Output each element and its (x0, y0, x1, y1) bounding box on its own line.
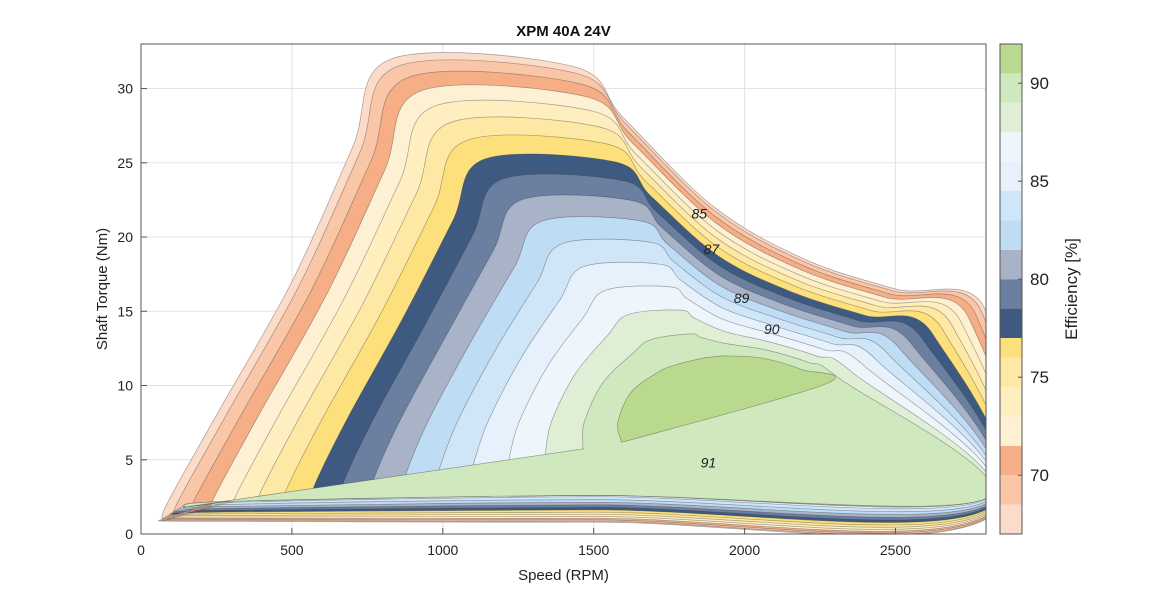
y-tick-label: 5 (125, 452, 133, 468)
colorbar-swatch (1000, 338, 1022, 358)
contour-label: 85 (692, 205, 708, 221)
colorbar-swatch (1000, 308, 1022, 338)
colorbar-swatch (1000, 132, 1022, 162)
y-tick-label: 30 (117, 81, 133, 97)
x-axis-label: Speed (RPM) (518, 567, 609, 584)
y-axis-ticks: 0 5 10 15 20 25 30 (117, 81, 147, 542)
colorbar-swatch (1000, 102, 1022, 133)
colorbar-swatch (1000, 504, 1022, 534)
y-axis-label: Shaft Torque (Nm) (94, 228, 111, 350)
x-tick-label: 1000 (427, 542, 458, 558)
colorbar-swatch (1000, 475, 1022, 505)
contour-label: 90 (764, 321, 780, 337)
colorbar-tick-label: 80 (1030, 270, 1049, 289)
colorbar-tick-label: 75 (1030, 368, 1049, 387)
colorbar-swatch (1000, 249, 1022, 280)
contour-labels: 85 87 89 90 91 (692, 205, 780, 470)
chart-title: XPM 40A 24V (516, 23, 611, 40)
y-tick-label: 25 (117, 155, 133, 171)
colorbar-swatch (1000, 73, 1022, 103)
efficiency-band (617, 355, 836, 443)
colorbar-swatch (1000, 416, 1022, 446)
y-tick-label: 10 (117, 378, 133, 394)
colorbar-swatch (1000, 445, 1022, 476)
colorbar-swatch (1000, 387, 1022, 417)
colorbar-frame (999, 43, 1023, 535)
colorbar: 70 75 80 85 90 (999, 43, 1049, 535)
colorbar-swatch (1000, 161, 1022, 191)
x-tick-label: 2500 (880, 542, 911, 558)
colorbar-swatch (1000, 220, 1022, 250)
x-tick-label: 1500 (578, 542, 609, 558)
x-tick-label: 2000 (729, 542, 760, 558)
y-tick-label: 15 (117, 303, 133, 319)
x-tick-label: 500 (280, 542, 304, 558)
y-tick-label: 20 (117, 229, 133, 245)
colorbar-swatch (1000, 44, 1022, 74)
plot-frame (140, 43, 987, 535)
colorbar-tick-label: 70 (1030, 466, 1049, 485)
contour-label: 91 (701, 455, 717, 471)
colorbar-swatch (1000, 279, 1022, 309)
y-tick-label: 0 (125, 526, 133, 542)
efficiency-contour-bands (157, 52, 986, 534)
contour-label: 87 (704, 241, 721, 257)
x-tick-label: 0 (137, 542, 145, 558)
colorbar-label: Efficiency [%] (1062, 238, 1081, 340)
contour-label: 89 (734, 290, 750, 306)
colorbar-swatch (1000, 357, 1022, 387)
colorbar-tick-label: 90 (1030, 74, 1049, 93)
colorbar-swatch (1000, 191, 1022, 221)
x-axis-ticks: 0 500 1000 1500 2000 2500 (137, 528, 911, 558)
colorbar-tick-label: 85 (1030, 172, 1049, 191)
